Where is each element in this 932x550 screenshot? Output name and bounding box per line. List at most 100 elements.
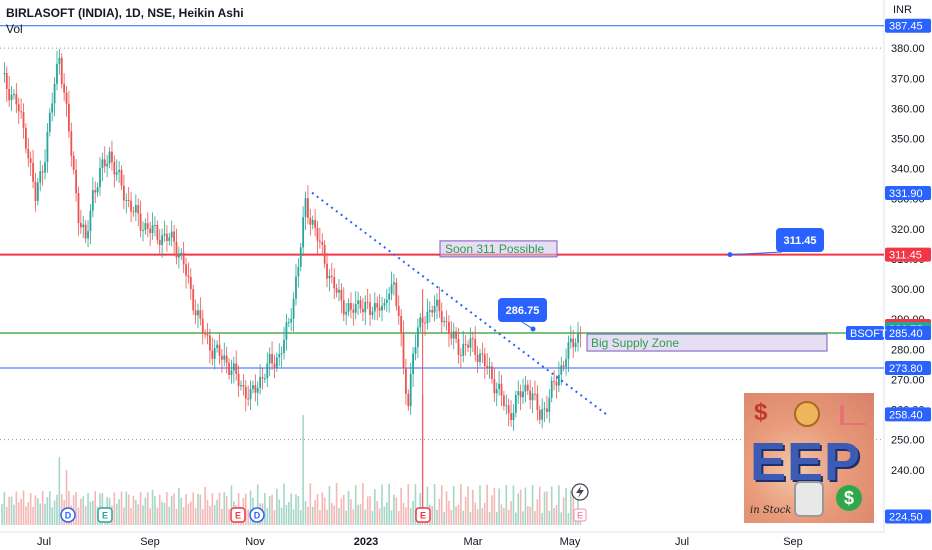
volume-bar bbox=[87, 493, 89, 525]
candle-body bbox=[60, 57, 63, 85]
candle-body bbox=[108, 151, 111, 164]
candle-body bbox=[15, 93, 18, 105]
candle-body bbox=[36, 182, 39, 201]
candle-body bbox=[510, 413, 512, 421]
candle-body bbox=[180, 252, 183, 256]
candle-body bbox=[127, 199, 130, 201]
event-letter: E bbox=[577, 511, 583, 521]
volume-bar bbox=[283, 483, 285, 525]
volume-bar bbox=[249, 490, 252, 525]
candle-body bbox=[103, 159, 106, 167]
candle-body bbox=[409, 374, 412, 407]
volume-bar bbox=[522, 511, 524, 525]
candle-body bbox=[168, 237, 171, 241]
candle-body bbox=[436, 299, 438, 307]
candle-body bbox=[70, 131, 73, 156]
candle-body bbox=[314, 219, 316, 228]
volume-bar bbox=[295, 494, 297, 525]
candle-body bbox=[3, 73, 6, 75]
candle-body bbox=[555, 381, 558, 386]
earnings-event-icon bbox=[230, 507, 246, 523]
candle-body bbox=[548, 397, 551, 412]
volume-bar bbox=[474, 502, 477, 525]
volume-bar bbox=[290, 493, 292, 525]
candle-body bbox=[146, 223, 149, 229]
candle-body bbox=[347, 303, 350, 312]
volume-bar bbox=[299, 509, 302, 525]
candle-body bbox=[170, 231, 173, 238]
volume-bar bbox=[180, 497, 183, 525]
candle-body bbox=[462, 343, 465, 356]
volume-bar bbox=[352, 509, 355, 525]
volume-bar bbox=[546, 491, 548, 525]
candle-body bbox=[414, 347, 417, 354]
candle-body bbox=[287, 322, 290, 324]
volume-bar bbox=[328, 486, 331, 525]
y-tick-label: 350.00 bbox=[891, 133, 925, 145]
candle-body bbox=[474, 339, 477, 355]
candle-body bbox=[304, 198, 307, 218]
callout-286-label: 286.75 bbox=[506, 305, 540, 317]
volume-bar bbox=[166, 492, 168, 525]
volume-bar bbox=[173, 493, 175, 525]
volume-bar bbox=[381, 484, 383, 525]
candle-body bbox=[256, 387, 259, 393]
volume-bar bbox=[22, 490, 25, 525]
candle-body bbox=[452, 331, 455, 339]
volume-bar bbox=[342, 494, 345, 525]
volume-bar bbox=[304, 501, 307, 525]
candle-body bbox=[68, 103, 70, 132]
symbol-tag bbox=[846, 326, 884, 341]
candle-body bbox=[87, 231, 89, 239]
volume-bar bbox=[412, 500, 414, 525]
dividend-event-icon bbox=[60, 507, 76, 523]
candle-body bbox=[448, 321, 450, 335]
candle-body bbox=[106, 163, 109, 167]
candle-body bbox=[161, 235, 164, 245]
candle-body bbox=[321, 242, 324, 245]
candle-body bbox=[206, 333, 209, 336]
price-badge-387.45 bbox=[885, 18, 931, 33]
volume-bar bbox=[25, 506, 27, 525]
candle-body bbox=[526, 384, 529, 391]
candle-body bbox=[75, 169, 77, 194]
volume-bar bbox=[414, 484, 417, 525]
candle-body bbox=[209, 335, 211, 351]
candle-body bbox=[142, 230, 144, 232]
candle-body bbox=[469, 338, 472, 348]
volume-bar bbox=[288, 501, 290, 525]
candle-body bbox=[565, 359, 567, 367]
candle-body bbox=[383, 303, 386, 306]
candle-body bbox=[175, 241, 178, 258]
candle-body bbox=[483, 354, 486, 366]
volume-bar bbox=[230, 485, 233, 525]
candle-body bbox=[122, 185, 125, 201]
volume-bar bbox=[448, 500, 450, 525]
candle-body bbox=[247, 398, 250, 400]
symbol-tag-label: BSOFT bbox=[850, 328, 887, 340]
candle-body bbox=[82, 224, 85, 228]
candle-body bbox=[249, 389, 252, 400]
price-badge-273.80 bbox=[885, 360, 931, 375]
volume-bar bbox=[479, 485, 481, 525]
candle-body bbox=[213, 348, 216, 359]
price-badge-285.40 bbox=[885, 326, 931, 341]
candle-body bbox=[46, 131, 49, 163]
volume-bar bbox=[89, 502, 92, 525]
volume-bar bbox=[450, 509, 453, 525]
volume-bar bbox=[331, 503, 333, 525]
candle-body bbox=[220, 355, 223, 360]
volume-bar bbox=[376, 500, 379, 525]
volume-bar bbox=[309, 483, 312, 525]
volume-bar bbox=[476, 509, 479, 525]
candle-body bbox=[388, 293, 391, 300]
candle-body bbox=[361, 308, 364, 313]
currency-label[interactable]: INR bbox=[893, 4, 912, 16]
volume-bar bbox=[1, 504, 3, 525]
candle-body bbox=[416, 327, 419, 348]
candle-body bbox=[185, 264, 187, 276]
volume-bar bbox=[469, 511, 472, 525]
candle-body bbox=[230, 370, 233, 375]
volume-bar bbox=[247, 509, 249, 525]
